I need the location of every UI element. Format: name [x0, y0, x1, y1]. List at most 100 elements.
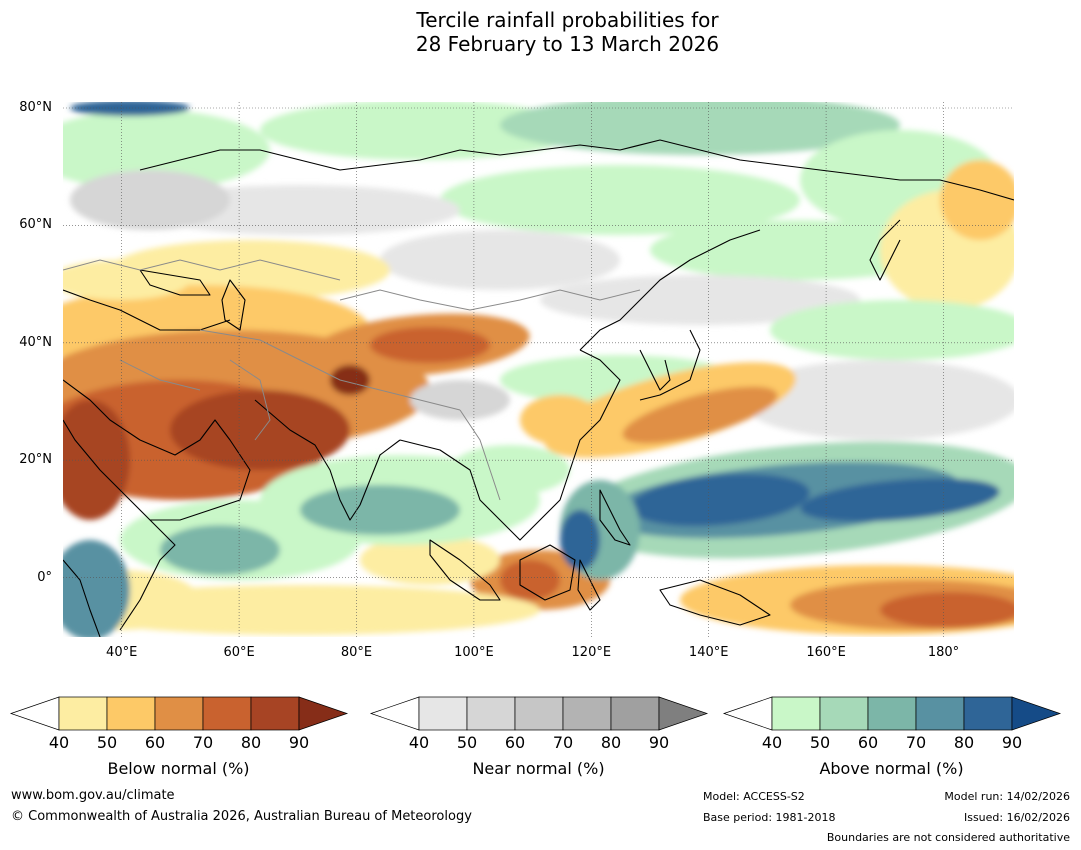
colorbar-segment	[514, 696, 564, 731]
map-title-line1: Tercile rainfall probabilities for	[416, 8, 719, 32]
colorbar-segment	[58, 696, 108, 731]
probability-contour	[540, 275, 860, 325]
colorbar-segment	[202, 696, 252, 731]
below-colorbar	[9, 696, 349, 731]
lat-label: 20°N	[19, 452, 52, 468]
probability-contour	[160, 525, 280, 575]
colorbar-extend-low	[9, 696, 60, 731]
probability-contour	[622, 386, 778, 444]
colorbar-segment	[466, 696, 516, 731]
colorbar-segment	[562, 696, 612, 731]
colorbar-segment	[250, 696, 300, 731]
probability-contour	[380, 230, 620, 290]
coastline	[639, 329, 701, 401]
lat-label: 80°N	[19, 100, 52, 115]
coastline	[139, 139, 1014, 201]
country-border	[229, 359, 271, 441]
probability-contour	[650, 220, 950, 280]
coastline	[519, 544, 576, 601]
lon-label: 120°E	[571, 645, 612, 660]
country-border	[199, 329, 461, 411]
colorbar-extend-high	[298, 696, 349, 731]
copyright-text: © Commonwealth of Australia 2026, Austra…	[11, 809, 472, 824]
colorbar-extend-high	[658, 696, 709, 731]
probability-contour	[500, 102, 900, 155]
country-border	[459, 409, 501, 501]
colorbar-segment	[819, 696, 869, 731]
colorbar-tick-label: 90	[288, 733, 310, 752]
coastline	[119, 519, 176, 631]
probability-contour	[450, 445, 570, 495]
colorbar-extend-high	[1011, 696, 1062, 731]
below-normal-label: Below normal (%)	[107, 759, 250, 778]
probability-contour	[63, 110, 270, 190]
map-plot-area	[63, 102, 1014, 637]
colorbar-tick-label: 60	[144, 733, 166, 752]
probability-contour	[63, 540, 130, 637]
coastline	[659, 579, 771, 626]
country-border	[119, 359, 201, 391]
colorbar-tick-label: 80	[600, 733, 622, 752]
probability-contour	[370, 327, 490, 363]
country-border	[63, 259, 341, 281]
coastline	[639, 349, 671, 391]
model-run-text: Model run: 14/02/2026	[944, 790, 1070, 803]
lon-label: 140°E	[688, 645, 729, 660]
colorbar-extend-low	[722, 696, 773, 731]
colorbar-segment	[915, 696, 965, 731]
probability-contour	[63, 260, 190, 300]
colorbar-tick-label: 70	[552, 733, 574, 752]
probability-contour	[500, 560, 560, 600]
coastline	[63, 289, 231, 331]
colorbar-tick-label: 40	[48, 733, 70, 752]
country-border	[339, 289, 641, 311]
probability-contour	[260, 102, 580, 160]
colorbar-tick-label: 50	[456, 733, 478, 752]
coastline	[399, 349, 621, 541]
colorbar-segment	[106, 696, 156, 731]
colorbar-tick-label: 70	[905, 733, 927, 752]
lon-label: 160°E	[806, 645, 846, 660]
colorbar-tick-label: 70	[192, 733, 214, 752]
near-colorbar	[369, 696, 709, 731]
probability-contour	[360, 535, 500, 585]
lon-label: 80°E	[340, 645, 373, 660]
colorbar-segment	[610, 696, 660, 731]
colorbar-tick-label: 60	[504, 733, 526, 752]
probability-contour	[940, 160, 1014, 240]
lat-label: 60°N	[19, 217, 52, 233]
disclaimer-text: Boundaries are not considered authoritat…	[826, 831, 1070, 844]
coastline	[869, 219, 901, 281]
base-period-text: Base period: 1981-2018	[703, 811, 836, 824]
website-link[interactable]: www.bom.gov.au/climate	[11, 788, 175, 803]
coastline	[599, 489, 631, 546]
colorbar-tick-label: 90	[648, 733, 670, 752]
coastline	[579, 229, 761, 351]
near-normal-label: Near normal (%)	[472, 759, 605, 778]
colorbar-segment	[867, 696, 917, 731]
colorbar-segment	[154, 696, 204, 731]
colorbar-tick-label: 50	[809, 733, 831, 752]
coastline	[63, 379, 251, 521]
colorbar-tick-label: 40	[408, 733, 430, 752]
issued-text: Issued: 16/02/2026	[963, 811, 1070, 824]
map-title: Tercile rainfall probabilities for 28 Fe…	[0, 8, 1081, 56]
above-normal-label: Above normal (%)	[819, 759, 964, 778]
probability-contour	[880, 592, 1014, 628]
probability-contour	[410, 380, 510, 420]
probability-contour	[300, 485, 460, 535]
lon-label: 60°E	[223, 645, 255, 660]
above-colorbar	[722, 696, 1062, 731]
coastline	[63, 559, 101, 637]
probability-contour	[520, 395, 600, 445]
colorbar-segment	[771, 696, 821, 731]
coastline	[429, 539, 501, 601]
lon-label: 100°E	[454, 645, 494, 660]
probability-contour	[800, 478, 1000, 522]
model-text: Model: ACCESS-S2	[703, 790, 805, 803]
lat-label: 0°	[37, 569, 52, 585]
colorbar-tick-label: 50	[96, 733, 118, 752]
probability-contour	[170, 390, 350, 470]
probability-contour	[630, 473, 810, 527]
colorbar-tick-label: 90	[1001, 733, 1023, 752]
